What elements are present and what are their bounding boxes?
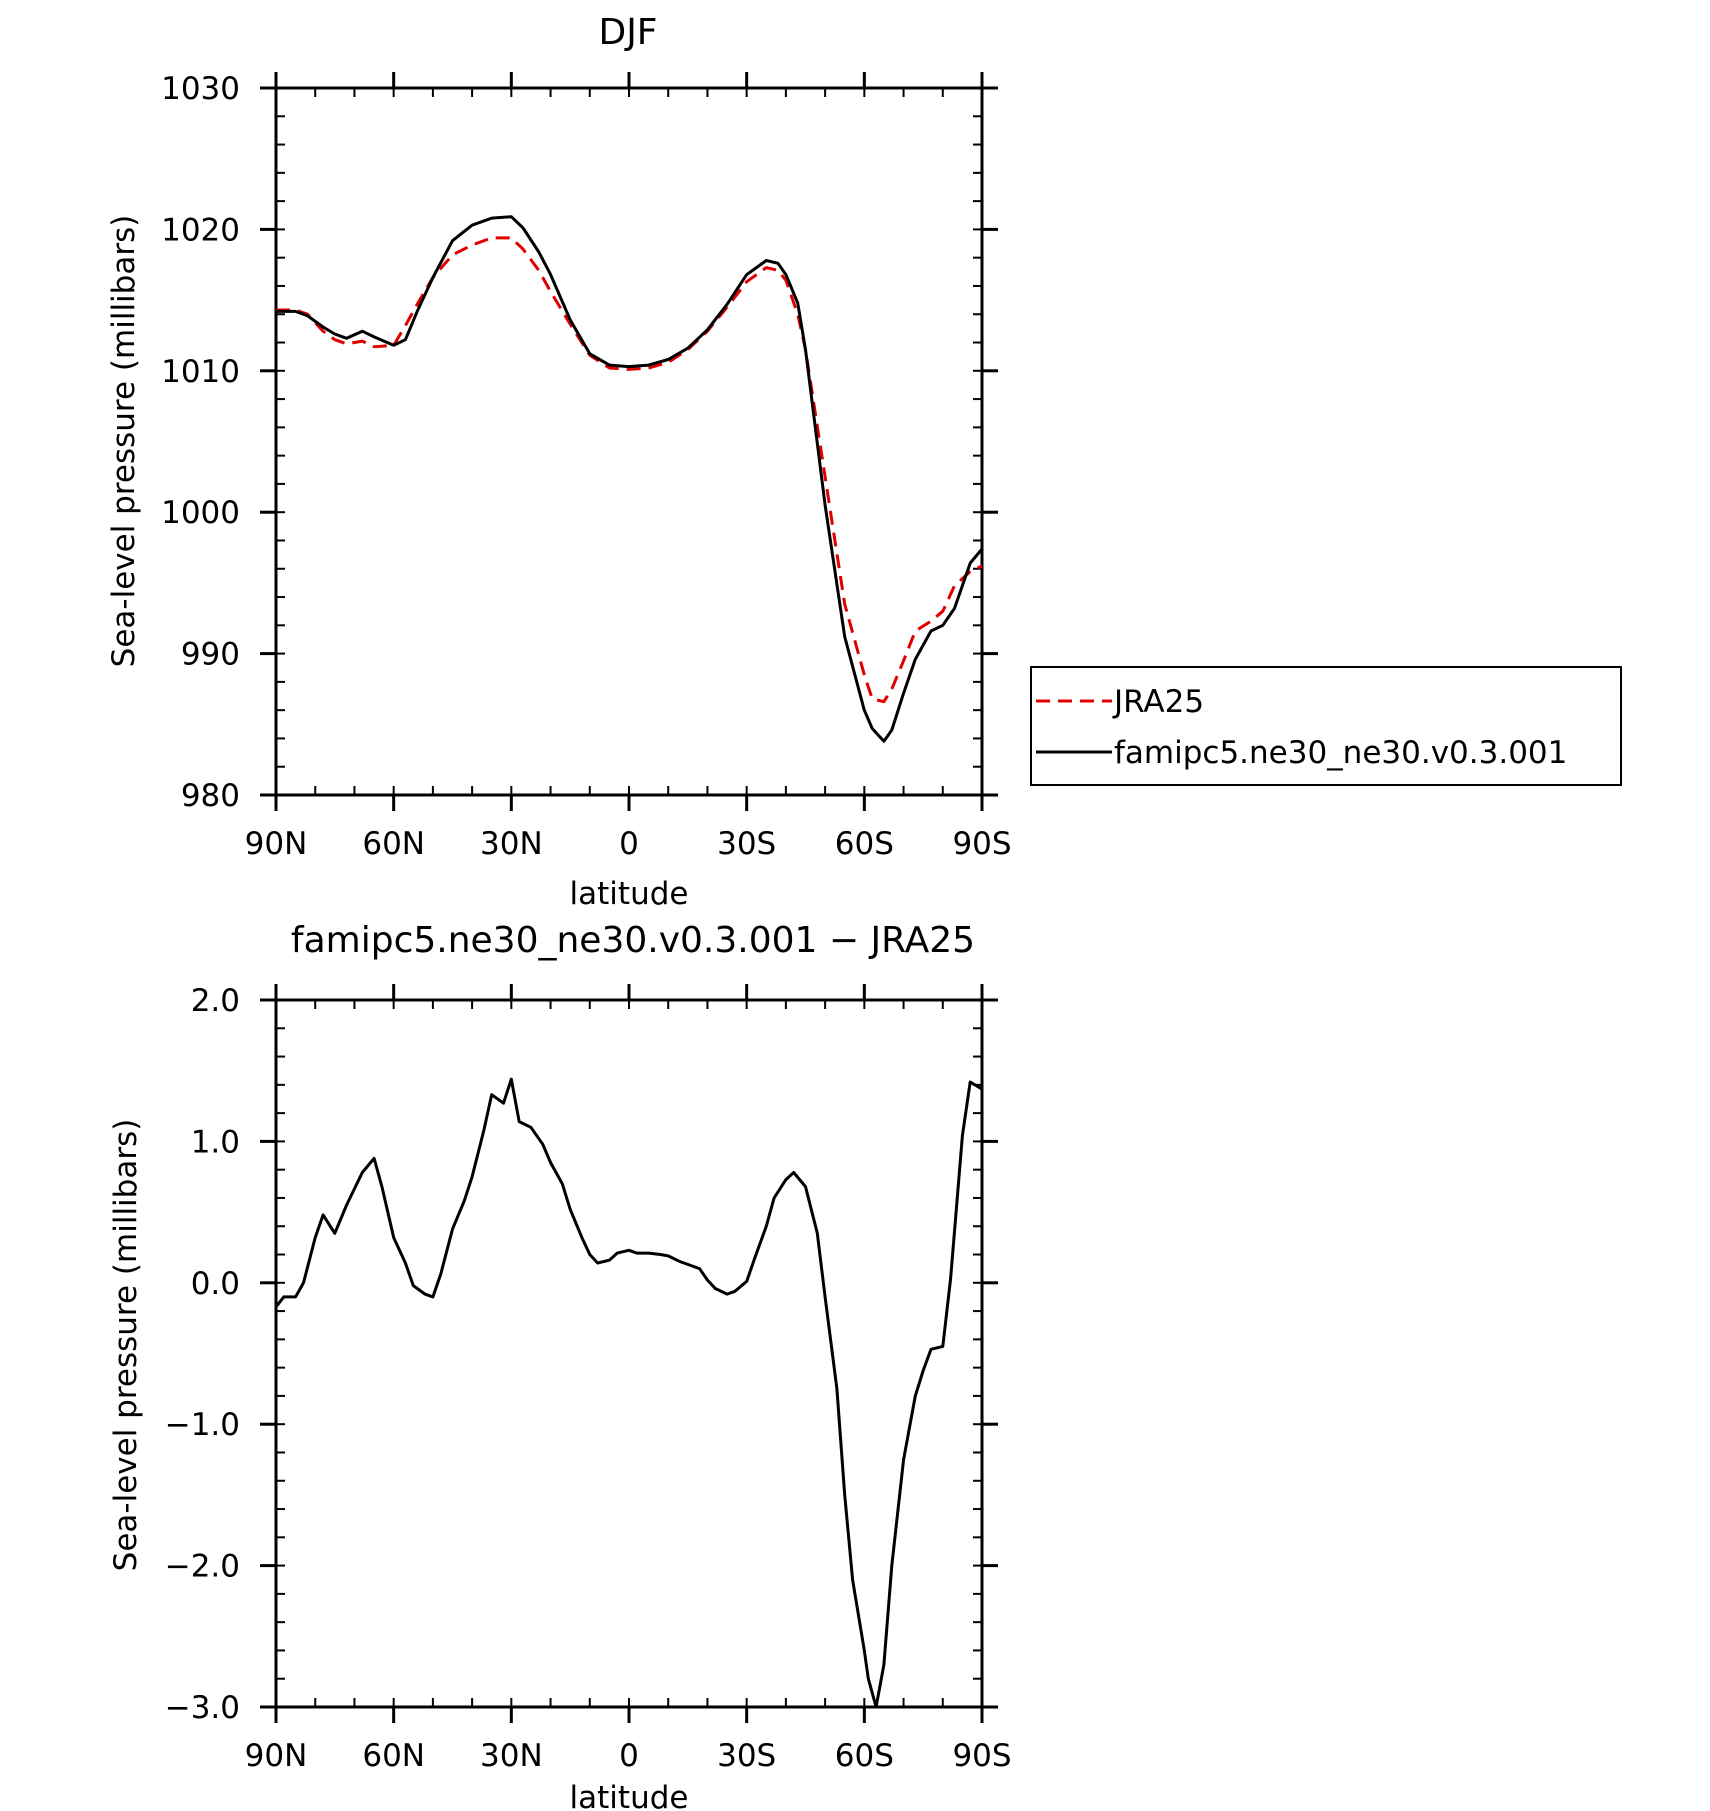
- y-tick-label: 1000: [161, 495, 240, 531]
- series-group: [276, 215, 984, 743]
- x-tick-label: 60S: [835, 1738, 894, 1774]
- y-tick-labels: 980 990 1000 1010 1020 1030: [161, 71, 240, 814]
- x-tick-label: 30N: [480, 826, 543, 862]
- y-tick-label: 1010: [161, 354, 240, 390]
- x-tick-label: 60N: [362, 1738, 425, 1774]
- series-line-famipc5-ne30-ne30-v0-3-001: [276, 215, 984, 743]
- ticks-group: [260, 72, 998, 811]
- x-tick-labels: 90N 60N 30N 0 30S 60S 90S: [245, 1738, 1012, 1774]
- x-tick-label: 30N: [480, 1738, 543, 1774]
- chart-title: DJF: [598, 12, 657, 53]
- ticks-group: [260, 984, 998, 1723]
- y-tick-label: 1030: [161, 71, 240, 107]
- x-tick-label: 0: [619, 1738, 639, 1774]
- x-tick-label: 90S: [952, 1738, 1011, 1774]
- legend-box: [1030, 666, 1622, 786]
- y-tick-label: −2.0: [165, 1549, 240, 1585]
- legend: JRA25 famipc5.ne30_ne30.v0.3.001: [1030, 666, 1622, 786]
- x-tick-label: 90N: [245, 826, 308, 862]
- panel-difference: famipc5.ne30_ne30.v0.3.001 − JRA25 −3.0−…: [108, 920, 1012, 1811]
- series-line-jra25: [276, 236, 983, 704]
- x-axis-title: latitude: [570, 876, 689, 912]
- x-tick-label: 30S: [717, 1738, 776, 1774]
- y-tick-labels: −3.0 −2.0 −1.0 0.0 1.0 2.0: [165, 983, 240, 1726]
- plot-frame: [274, 86, 984, 797]
- panel-djf: DJF 980 990 1000 1010 1020 1030 90N 60N 30N 0 30S…: [106, 12, 1012, 912]
- x-tick-labels: 90N 60N 30N 0 30S 60S 90S: [245, 826, 1012, 862]
- y-tick-label: −1.0: [165, 1407, 240, 1443]
- series-line-difference: [274, 1077, 983, 1709]
- y-axis-title: Sea-level pressure (millibars): [106, 215, 142, 668]
- x-axis-title: latitude: [570, 1780, 689, 1811]
- x-tick-label: 0: [619, 826, 639, 862]
- chart-title: famipc5.ne30_ne30.v0.3.001 − JRA25: [291, 920, 975, 961]
- y-tick-label: 2.0: [191, 983, 240, 1019]
- legend-label-famipc5: famipc5.ne30_ne30.v0.3.001: [1114, 735, 1567, 771]
- y-axis-title: Sea-level pressure (millibars): [108, 1119, 144, 1572]
- y-tick-label: 1020: [161, 212, 240, 248]
- legend-label-jra25: JRA25: [1112, 684, 1204, 720]
- y-tick-label: 980: [181, 778, 240, 814]
- y-tick-label: 990: [181, 637, 240, 673]
- y-tick-label: 0.0: [191, 1266, 240, 1302]
- x-tick-label: 90S: [952, 826, 1011, 862]
- plot-frame: [274, 998, 984, 1709]
- x-tick-label: 30S: [717, 826, 776, 862]
- series-group: [274, 1077, 983, 1709]
- x-tick-label: 60N: [362, 826, 425, 862]
- y-tick-label: 1.0: [191, 1124, 240, 1160]
- x-tick-label: 90N: [245, 1738, 308, 1774]
- x-tick-label: 60S: [835, 826, 894, 862]
- y-tick-label: −3.0: [165, 1690, 240, 1726]
